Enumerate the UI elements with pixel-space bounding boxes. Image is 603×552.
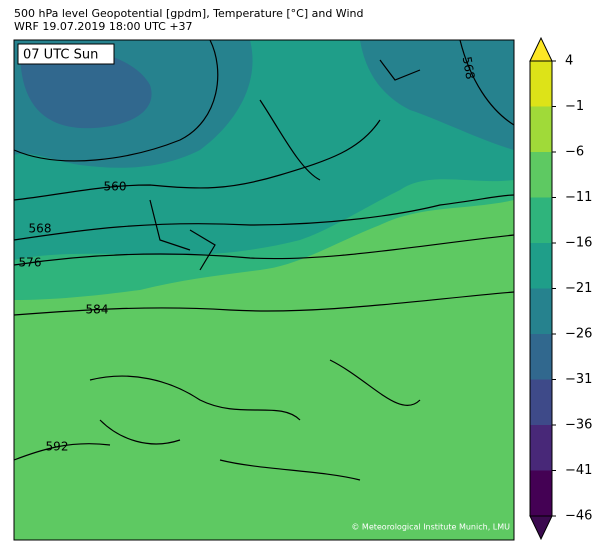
colorbar-tick-label: −6 <box>565 145 584 160</box>
contour-label: 592 <box>46 440 69 454</box>
map-frame <box>13 39 515 541</box>
colorbar-band <box>530 334 552 380</box>
colorbar-band <box>530 197 552 243</box>
copyright: © Meteorological Institute Munich, LMU <box>351 523 510 532</box>
colorbar-band <box>530 152 552 198</box>
subtitle: WRF 19.07.2019 18:00 UTC +37 <box>14 20 193 33</box>
contours <box>13 39 515 481</box>
contour-label: 568 <box>29 222 52 236</box>
colorbar-tick-label: 4 <box>565 54 573 69</box>
colorbar-tick-label: −1 <box>565 99 584 114</box>
cold-core <box>20 46 152 129</box>
colorbar-extend <box>529 515 553 541</box>
colorbar-band <box>530 243 552 289</box>
cold-region <box>360 40 514 150</box>
contour-label: 576 <box>19 256 42 270</box>
contour-label: 584 <box>86 303 109 317</box>
colorbar-band <box>530 379 552 425</box>
colorbar-extend <box>529 36 553 62</box>
colorbar-band <box>530 470 552 516</box>
colorbar-tick-label: −11 <box>565 190 592 205</box>
colorbar-tick-label: −16 <box>565 236 592 251</box>
colorbar-band <box>530 61 552 107</box>
colorbar-tick-label: −21 <box>565 281 592 296</box>
colorbar-tick-label: −36 <box>565 418 592 433</box>
colorbar-band <box>530 288 552 334</box>
time-box <box>17 43 115 65</box>
title: 500 hPa level Geopotential [gpdm], Tempe… <box>14 7 363 20</box>
colorbar-tick-label: −31 <box>565 372 592 387</box>
colorbar-tick-label: −46 <box>565 509 592 524</box>
contour-label: 560 <box>104 180 127 194</box>
colorbar-tick-label: −41 <box>565 463 592 478</box>
colorbar-tick-label: −26 <box>565 327 592 342</box>
colorbar: 4 −1 −6 −11 −16 −21 −26 −31 −36 −41 −46 <box>529 36 592 541</box>
colorbar-band <box>530 106 552 152</box>
colorbar-band <box>530 425 552 471</box>
contour-label: 568 <box>460 55 478 80</box>
map: 560 568 576 584 592 568 07 UTC Sun © Met… <box>13 39 515 541</box>
time-label: 07 UTC Sun <box>23 48 98 63</box>
